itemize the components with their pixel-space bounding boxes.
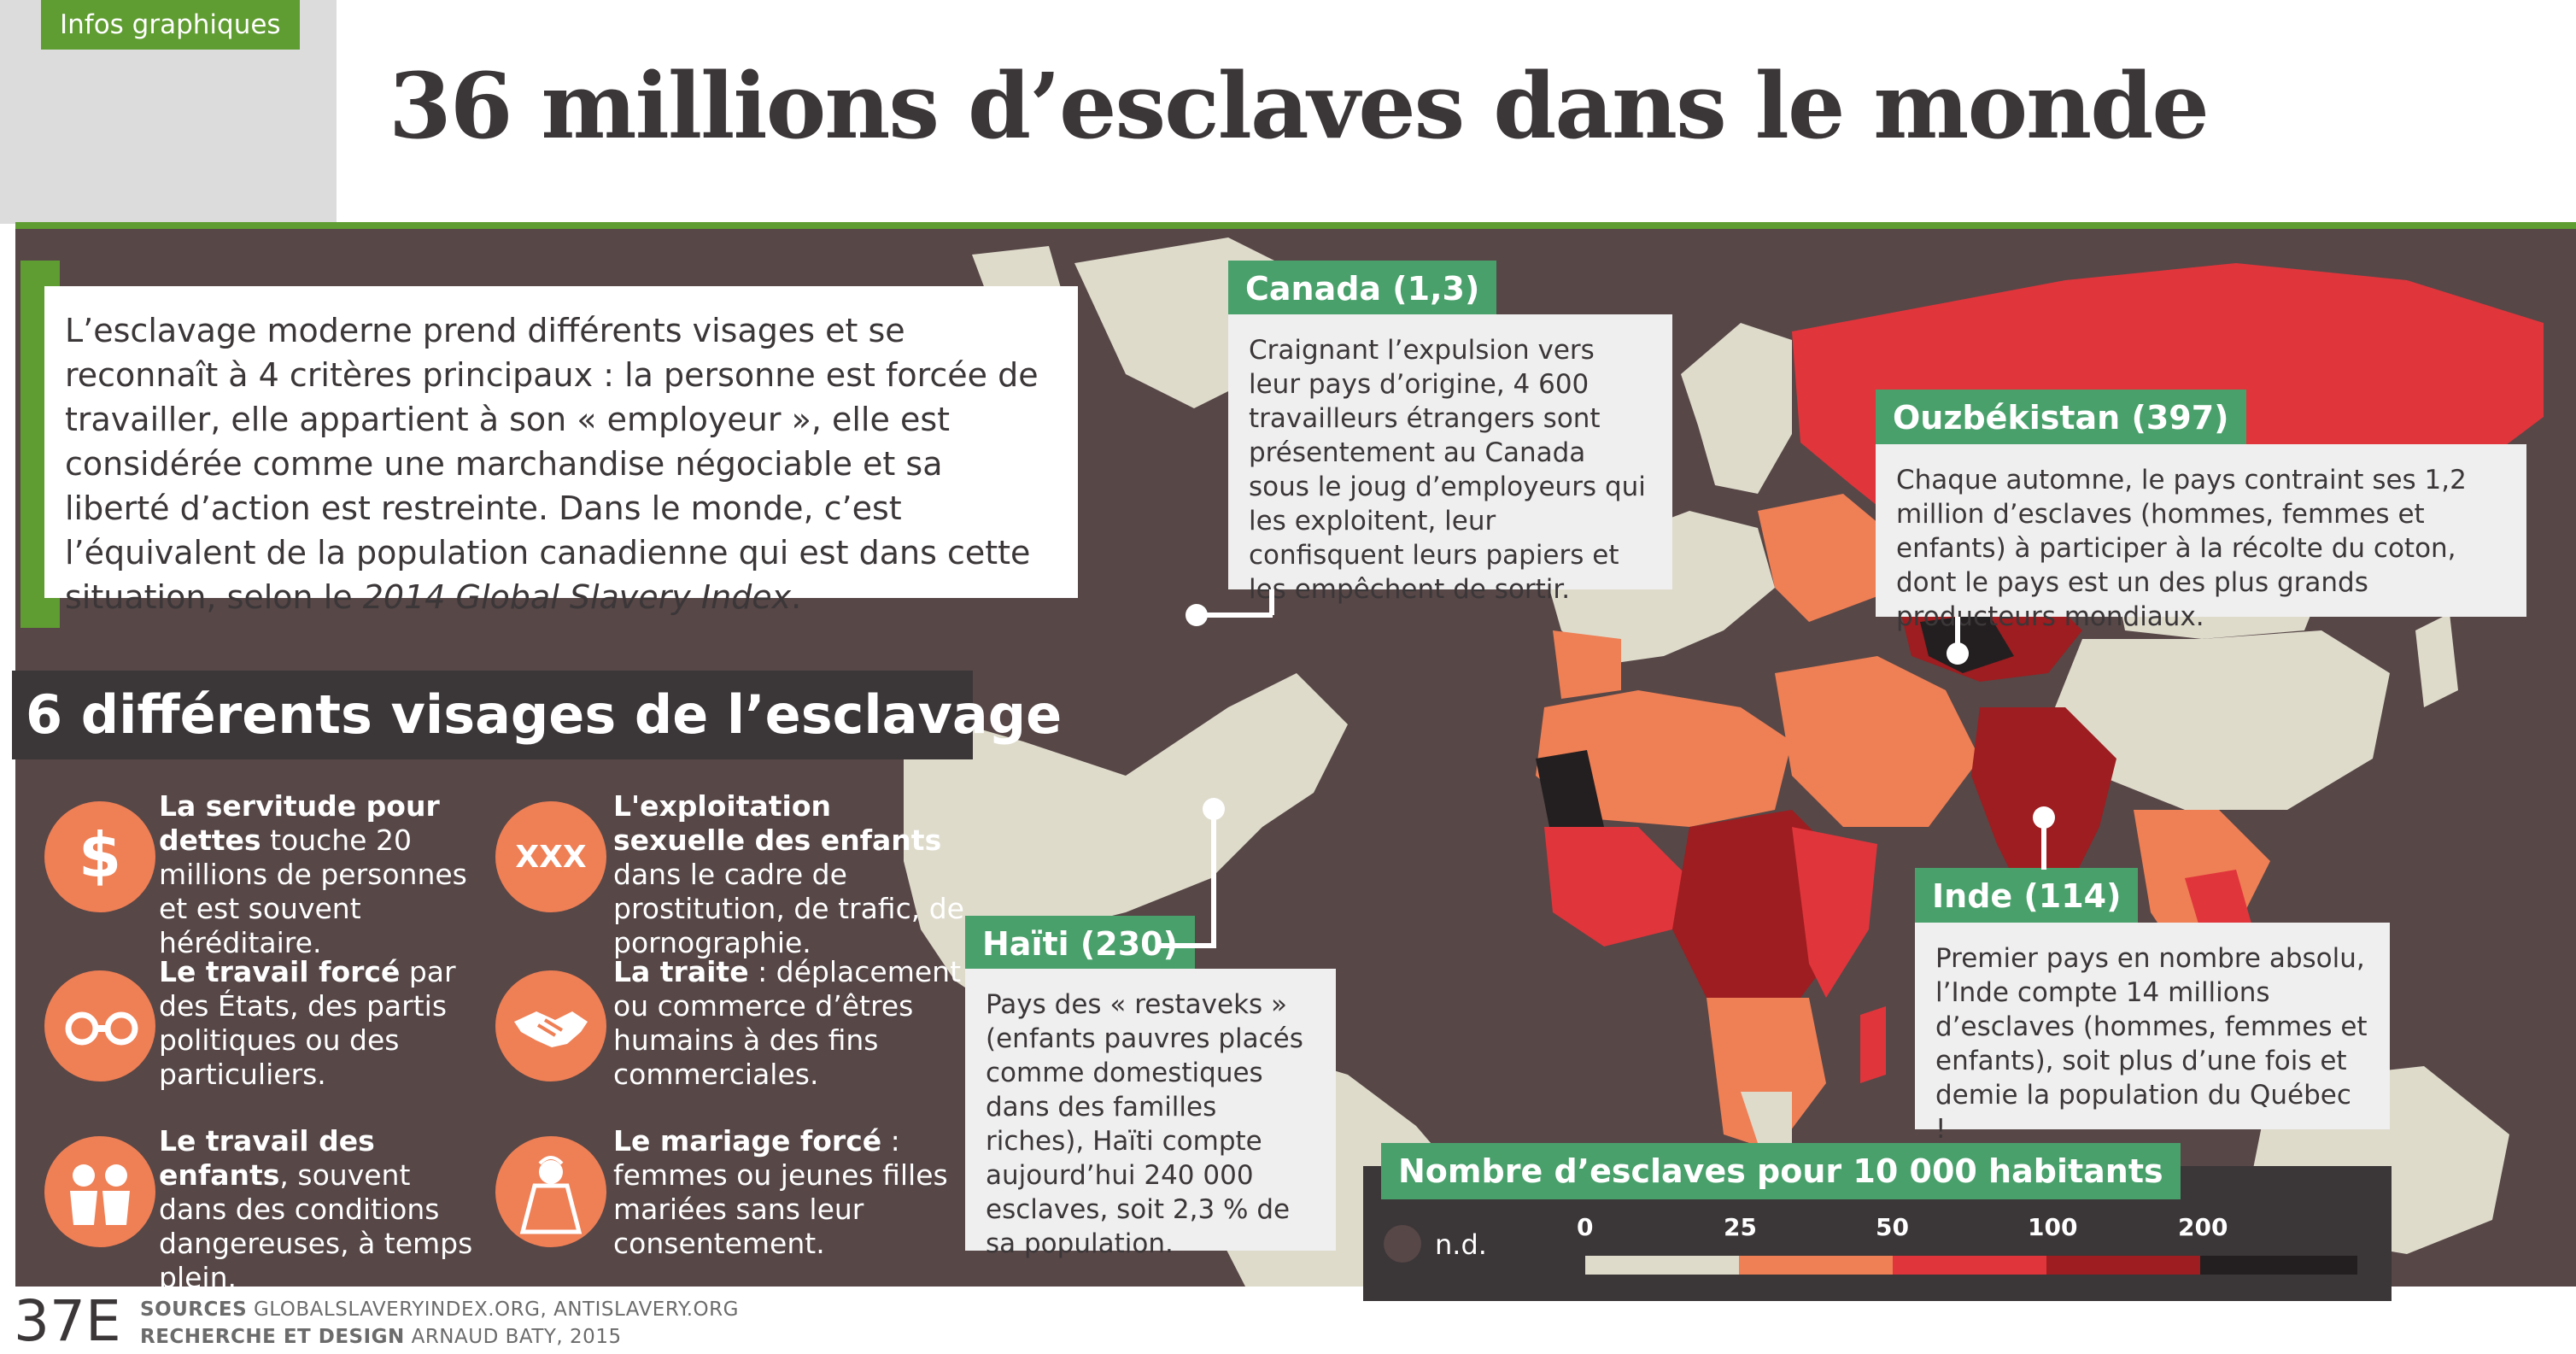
visage-item-title: Le travail forcé <box>159 955 401 988</box>
visage-item-debt: La servitude pour dettes touche 20 milli… <box>159 789 483 960</box>
footer-sources-text: GLOBALSLAVERYINDEX.ORG, ANTISLAVERY.ORG <box>247 1298 739 1321</box>
callout-ouzbekistan-body: Chaque automne, le pays contraint ses 1,… <box>1876 444 2526 632</box>
visage-item-title: Le travail des enfants <box>159 1124 375 1192</box>
visage-item-title: Le mariage forcé <box>613 1124 882 1158</box>
spain-shape <box>1553 630 1621 699</box>
legend-swatch-200-plus <box>2200 1256 2357 1275</box>
haiti-pin-line-horizontal <box>1160 943 1215 948</box>
inde-pin-line <box>2041 824 2046 870</box>
japan-shape <box>2415 613 2458 707</box>
inde-pin-dot <box>2033 806 2055 829</box>
callout-ouzbekistan-title: Ouzbékistan (397) <box>1876 390 2246 446</box>
handcuffs-icon <box>44 970 155 1081</box>
publisher-logo: 37E <box>14 1288 121 1354</box>
canada-pin-line-horizontal <box>1196 613 1273 618</box>
visage-item-text: touche 20 millions de personnes et est s… <box>159 824 467 959</box>
visage-item-text: : déplacement ou commerce d’êtres humain… <box>613 955 962 1091</box>
canada-pin-line <box>1269 589 1274 615</box>
legend-tick-50: 50 <box>1876 1213 1909 1241</box>
visage-item-text: par des États, des partis politiques ou … <box>159 955 456 1091</box>
north-africa-shape <box>1536 690 1792 827</box>
legend-swatch-100-200 <box>2046 1256 2200 1275</box>
footer-credit-text: ARNAUD BATY, 2015 <box>404 1326 622 1348</box>
ouzbekistan-pin-line <box>1955 617 1960 653</box>
mauritania-shape <box>1536 750 1604 844</box>
visage-item-title: L'exploitation sexuelle des enfants <box>613 789 942 857</box>
header-divider <box>15 222 2576 229</box>
footer-sources: SOURCES GLOBALSLAVERYINDEX.ORG, ANTISLAV… <box>140 1298 739 1321</box>
handshake-icon <box>495 970 606 1081</box>
callout-canada-body: Craignant l’expulsion vers leur pays d’o… <box>1228 314 1672 605</box>
footer-sources-label: SOURCES <box>140 1298 248 1321</box>
footer-credit: RECHERCHE ET DESIGN ARNAUD BATY, 2015 <box>140 1326 622 1348</box>
visage-item-text: dans le cadre de prostitution, de trafic… <box>613 858 964 959</box>
legend-tick-200: 200 <box>2178 1213 2228 1241</box>
children-icon <box>44 1136 155 1247</box>
legend-tick-25: 25 <box>1724 1213 1757 1241</box>
callout-haiti-body: Pays des « restaveks » (enfants pauvres … <box>965 969 1336 1259</box>
visage-item-forced-marriage: Le mariage forcé : femmes ou jeunes fill… <box>613 1124 972 1261</box>
visage-item-text: : femmes ou jeunes filles mariées sans l… <box>613 1124 948 1260</box>
legend-swatch-50-100 <box>1893 1256 2046 1275</box>
callout-inde-body: Premier pays en nombre absolu, l’Inde co… <box>1915 923 2390 1145</box>
visage-item-trafficking: La traite : déplacement ou commerce d’êt… <box>613 955 972 1092</box>
intro-text: L’esclavage moderne prend différents vis… <box>65 312 1039 616</box>
bride-icon <box>495 1136 606 1247</box>
southern-tip-shape <box>1741 1092 1792 1143</box>
ouzbekistan-pin-dot <box>1947 642 1969 665</box>
callout-inde-title: Inde (114) <box>1915 868 2139 924</box>
visage-item-sexual-exploitation: L'exploitation sexuelle des enfants dans… <box>613 789 972 960</box>
legend-swatch-0-25 <box>1585 1256 1739 1275</box>
footer-credit-label: RECHERCHE ET DESIGN <box>140 1326 405 1348</box>
callout-haiti-title: Haïti (230) <box>965 916 1195 972</box>
intro-end: . <box>791 578 802 616</box>
dollar-icon: $ <box>44 801 155 912</box>
visage-item-child-labor: Le travail des enfants, souvent dans des… <box>159 1124 483 1295</box>
haiti-pin-dot <box>1203 798 1225 820</box>
legend-nd-swatch <box>1384 1225 1421 1263</box>
middle-east-shape <box>1775 656 1980 827</box>
visage-item-title: La servitude pour dettes <box>159 789 440 857</box>
svg-text:$: $ <box>79 819 121 891</box>
haiti-pin-line <box>1211 810 1216 948</box>
visages-heading: 6 différents visages de l’esclavage <box>12 671 1062 759</box>
visage-item-title: La traite <box>613 955 749 988</box>
europe-east-shape <box>1758 494 1894 622</box>
legend-tick-0: 0 <box>1577 1213 1594 1241</box>
intro-card: L’esclavage moderne prend différents vis… <box>44 286 1078 616</box>
scandinavia-shape <box>1681 323 1792 494</box>
west-africa-shape <box>1544 827 1689 947</box>
legend-tick-100: 100 <box>2028 1213 2078 1241</box>
visage-item-text: , souvent dans des conditions dangereuse… <box>159 1158 473 1294</box>
callout-canada-title: Canada (1,3) <box>1228 261 1497 317</box>
intro-source: 2014 Global Slavery Index <box>362 578 792 616</box>
legend-nd-label: n.d. <box>1435 1228 1487 1261</box>
uzbekistan-shape <box>1920 613 2014 673</box>
china-shape <box>2048 630 2390 810</box>
south-africa-shape <box>1707 998 1826 1152</box>
svg-text:XXX: XXX <box>515 840 587 875</box>
legend-title: Nombre d’esclaves pour 10 000 habitants <box>1381 1143 2181 1199</box>
visage-item-forced-labor: Le travail forcé par des États, des part… <box>159 955 483 1092</box>
xxx-icon: XXX <box>495 801 606 912</box>
category-tag: Infos graphiques <box>41 0 300 50</box>
east-africa-shape <box>1792 827 1877 998</box>
page-title: 36 millions d’esclaves dans le monde <box>389 52 2210 159</box>
legend-swatch-25-50 <box>1739 1256 1893 1275</box>
madagascar-shape <box>1860 1006 1886 1083</box>
canada-pin-dot <box>1186 604 1208 626</box>
